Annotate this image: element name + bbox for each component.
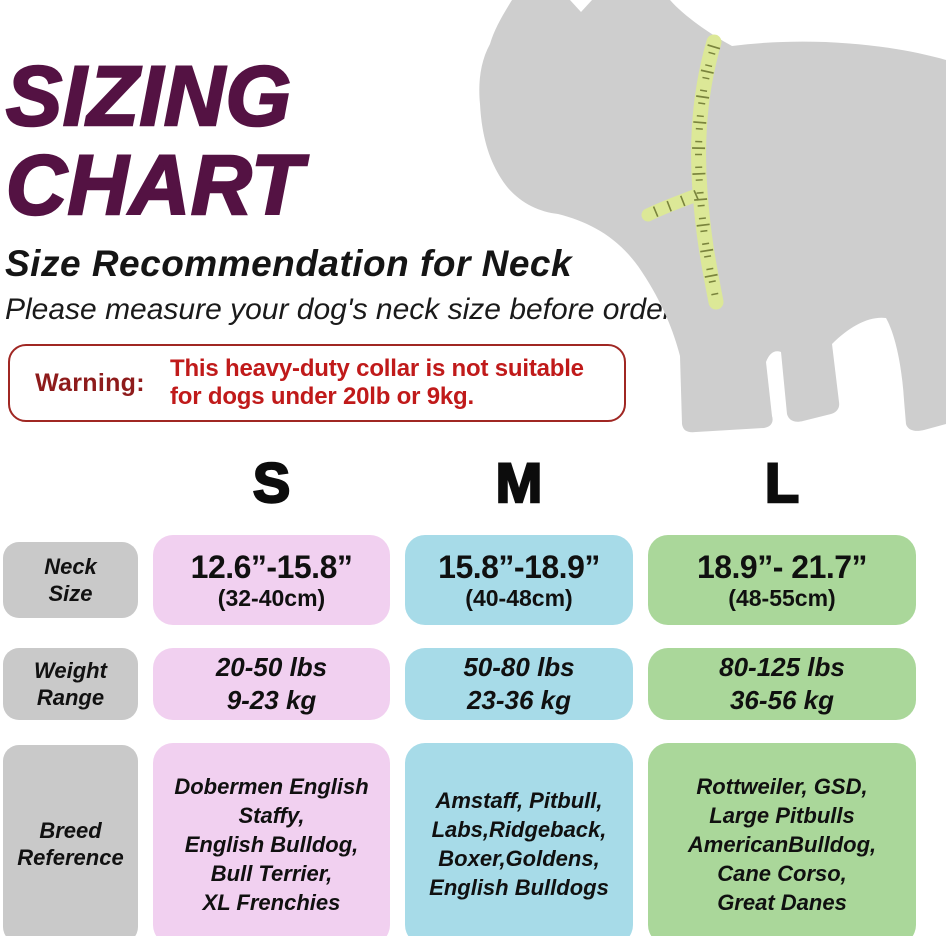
page-title: SIZING CHART — [5, 49, 304, 232]
measure-note: Please measure your dog's neck size befo… — [5, 293, 713, 326]
warning-box: Warning: This heavy-duty collar is not s… — [8, 344, 626, 422]
cell-weight-range-s: 20-50 lbs 9-23 kg — [153, 648, 390, 720]
weight-range-m-value: 50-80 lbs 23-36 kg — [463, 652, 575, 715]
breed-reference-m-value: Amstaff, Pitbull, Labs,Ridgeback, Boxer,… — [429, 788, 609, 900]
breed-reference-s-value: Dobermen English Staffy, English Bulldog… — [174, 773, 369, 915]
neck-size-s-inches: 12.6”-15.8” — [190, 549, 353, 585]
neck-size-m-inches: 15.8”-18.9” — [438, 549, 600, 585]
page-title-line2: CHART — [5, 138, 304, 232]
cell-weight-range-m: 50-80 lbs 23-36 kg — [405, 648, 633, 720]
column-header-m: M — [494, 451, 543, 514]
header-spacer — [3, 450, 138, 512]
column-header-l: L — [764, 451, 801, 514]
breed-reference-l-value: Rottweiler, GSD, Large Pitbulls American… — [687, 773, 877, 915]
neck-size-s-cm: (32-40cm) — [217, 585, 326, 611]
neck-size-m-cm: (40-48cm) — [465, 585, 573, 611]
weight-range-s-value: 20-50 lbs 9-23 kg — [215, 652, 328, 715]
dog-silhouette-with-tape-icon — [479, 0, 946, 433]
row-label-weight-range: Weight Range — [3, 648, 138, 720]
cell-neck-size-m: 15.8”-18.9” (40-48cm) — [405, 535, 633, 625]
cell-neck-size-l: 18.9”- 21.7” (48-55cm) — [648, 535, 916, 625]
dog-illustration — [470, 0, 946, 440]
cell-breed-reference-l: Rottweiler, GSD, Large Pitbulls American… — [648, 743, 916, 936]
weight-range-l-value: 80-125 lbs 36-56 kg — [719, 652, 845, 715]
cell-breed-reference-s: Dobermen English Staffy, English Bulldog… — [153, 743, 390, 936]
page-title-line1: SIZING — [5, 49, 293, 143]
column-header-s: S — [252, 451, 292, 514]
measuring-tape — [641, 34, 724, 310]
size-table: S M L Neck Size 12.6”-15.8” (32-40cm) 15… — [3, 450, 916, 936]
cell-breed-reference-m: Amstaff, Pitbull, Labs,Ridgeback, Boxer,… — [405, 743, 633, 936]
dog-silhouette — [479, 0, 946, 433]
cell-neck-size-s: 12.6”-15.8” (32-40cm) — [153, 535, 390, 625]
neck-size-l-inches: 18.9”- 21.7” — [696, 549, 868, 585]
cell-weight-range-l: 80-125 lbs 36-56 kg — [648, 648, 916, 720]
row-label-breed-reference: Breed Reference — [3, 745, 138, 936]
warning-message: This heavy-duty collar is not suitable f… — [170, 355, 584, 410]
row-label-neck-size: Neck Size — [3, 542, 138, 618]
page-subtitle: Size Recommendation for Neck — [5, 243, 573, 284]
warning-label: Warning: — [35, 368, 145, 397]
neck-size-l-cm: (48-55cm) — [728, 585, 836, 611]
